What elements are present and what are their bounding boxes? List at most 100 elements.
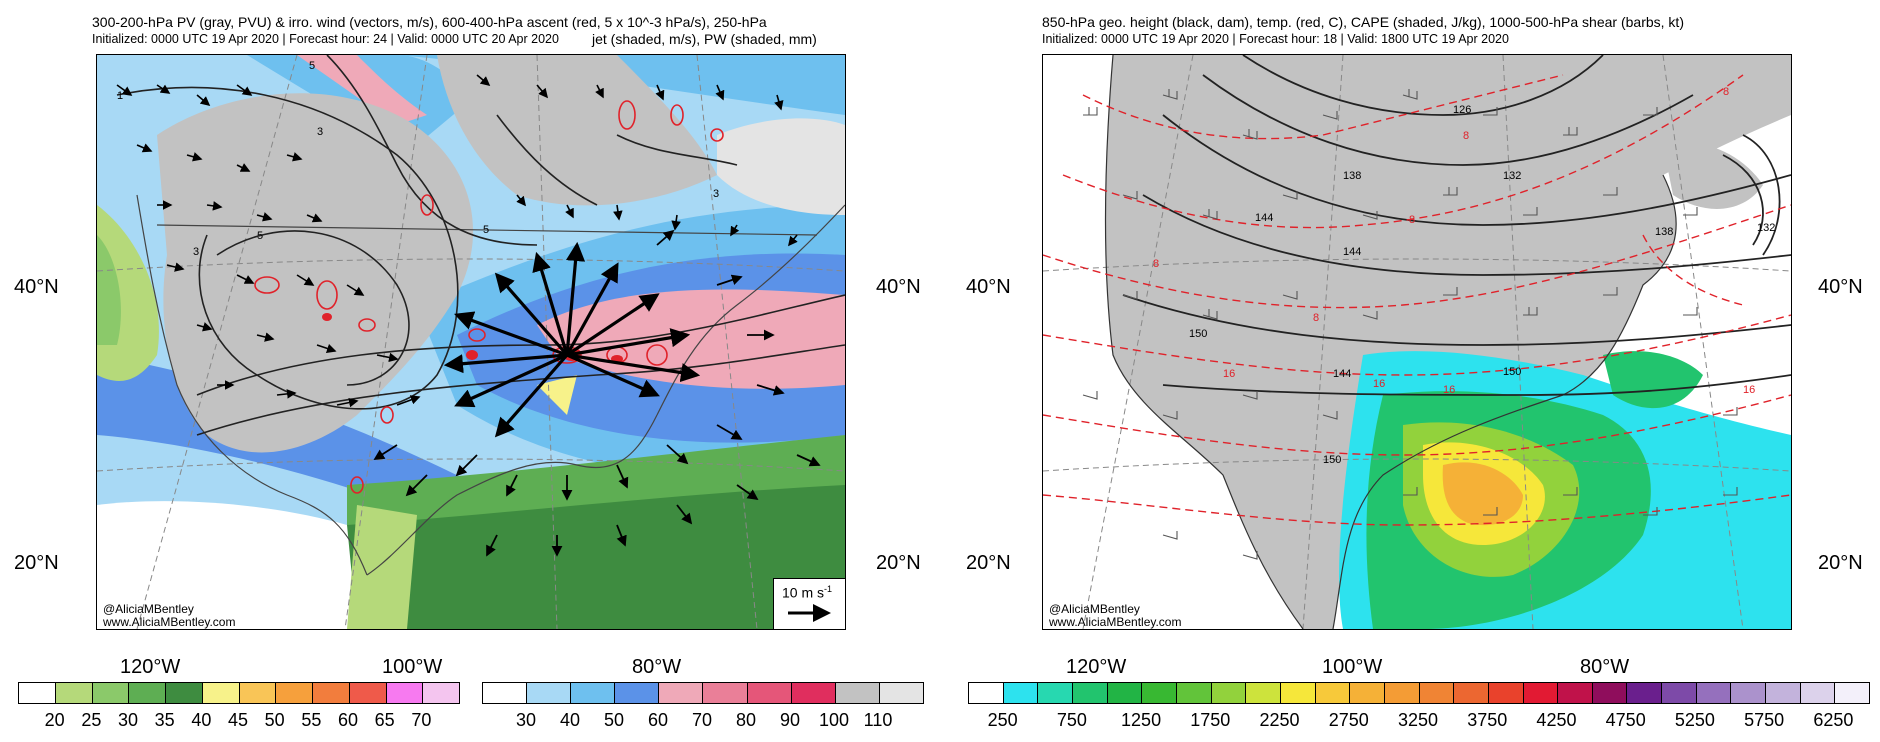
- outer-divergent-vectors: [373, 229, 821, 557]
- shear-wind-barbs: [1082, 89, 1738, 560]
- cape-colorbar-swatch: [1766, 683, 1801, 703]
- jet-colorbar-swatch: [747, 683, 792, 703]
- cape-colorbar-swatch: [1072, 683, 1108, 703]
- pv-contour-labels: 1 3 5 5 5 3 3: [117, 60, 719, 258]
- pw-colorbar: [18, 682, 460, 704]
- pw-colorbar-tick-label: 30: [117, 710, 139, 730]
- cape-colorbar-tick-label: 3250: [1397, 710, 1439, 730]
- height-label: 150: [1189, 328, 1207, 340]
- jet-70-north: [297, 55, 427, 125]
- height-label: 144: [1255, 212, 1273, 224]
- cape-colorbar-swatch: [1038, 683, 1073, 703]
- jet-colorbar-tick-label: 60: [647, 710, 669, 730]
- jet-colorbar-swatch: [879, 683, 923, 703]
- jet-colorbar-swatch: [615, 683, 660, 703]
- height-label: 150: [1323, 454, 1341, 466]
- pw-colorbar-tick-label: 20: [44, 710, 65, 730]
- jet-70-band: [537, 289, 845, 389]
- right-credit-url: www.AliciaMBentley.com: [1049, 615, 1182, 629]
- cape-colorbar-tick-label: 750: [1056, 710, 1087, 730]
- jet-50-shading: [97, 55, 845, 115]
- temperature-label: 16: [1443, 384, 1455, 396]
- jet-colorbar-tick-label: 80: [735, 710, 757, 730]
- cape-colorbar-swatch: [1246, 683, 1281, 703]
- cape-colorbar-swatch: [1558, 683, 1593, 703]
- right-lon-label-80w: 80°W: [1580, 656, 1630, 678]
- left-coastlines: [136, 194, 845, 576]
- temperature-label: 16: [1373, 378, 1385, 390]
- cape-colorbar-tick-label: 4750: [1605, 710, 1646, 730]
- height-label: 138: [1343, 170, 1361, 182]
- temperature-label: 8: [1313, 312, 1319, 324]
- pw-colorbar-swatch: [19, 683, 56, 703]
- cape-colorbar-tick-label: 1250: [1121, 710, 1162, 730]
- left-lon-label-100w: 100°W: [382, 656, 443, 678]
- pv-light-northeast: [717, 118, 845, 215]
- cape-colorbar-swatch: [1003, 683, 1039, 703]
- jet-colorbar: [482, 682, 924, 704]
- pw-colorbar-tick-label: 45: [227, 710, 249, 730]
- left-credit: @AliciaMBentley www.AliciaMBentley.com: [103, 603, 235, 629]
- left-lat-label-20n-west: 20°N: [14, 552, 59, 574]
- cape-colorbar-swatch: [1315, 683, 1351, 703]
- cape-colorbar-swatch: [1176, 683, 1212, 703]
- pw-colorbar-swatch: [55, 683, 93, 703]
- cape-east-patch: [1603, 351, 1703, 409]
- pw-colorbar-swatch: [92, 683, 130, 703]
- right-lat-label-20n-east: 20°N: [1818, 552, 1863, 574]
- land-mask-maritimes: [1663, 142, 1763, 209]
- pw-colorbar-tick-label: 35: [154, 710, 175, 730]
- irrotational-wind-vectors: [116, 74, 798, 408]
- cape-colorbar-swatch: [1419, 683, 1455, 703]
- height-label: 132: [1757, 222, 1775, 234]
- cape-colorbar-tick-label: 250: [987, 710, 1018, 730]
- right-lon-label-100w: 100°W: [1322, 656, 1383, 678]
- jet-colorbar-swatch: [659, 683, 704, 703]
- pw-mexico: [347, 505, 417, 629]
- pw-colorbar-swatch: [129, 683, 166, 703]
- jet-colorbar-swatch: [483, 683, 528, 703]
- height-label: 144: [1343, 246, 1361, 258]
- pv-label: 5: [257, 230, 263, 242]
- jet-colorbar-tick-label: 110: [863, 710, 893, 730]
- pv-label: 3: [193, 246, 199, 258]
- cape-colorbar-tick-label: 2250: [1259, 710, 1300, 730]
- cape-colorbar-swatch: [1454, 683, 1489, 703]
- cape-colorbar-swatch: [1835, 683, 1870, 703]
- pw-45-patch: [537, 375, 577, 415]
- cape-colorbar-swatch: [1523, 683, 1559, 703]
- pw-colorbar-swatch: [423, 683, 459, 703]
- temperature-label: 8: [1723, 86, 1729, 98]
- cape-colorbar-swatch: [1592, 683, 1628, 703]
- right-panel-subtitle: Initialized: 0000 UTC 19 Apr 2020 | Fore…: [1042, 32, 1509, 46]
- jet-colorbar-tick-label: 100: [818, 710, 850, 730]
- left-lat-label-40n-west: 40°N: [14, 276, 59, 298]
- reference-vector-box: 10 m s-1: [773, 578, 845, 629]
- left-lat-label-20n-east: 20°N: [876, 552, 921, 574]
- pw-colorbar-tick-label: 65: [374, 710, 395, 730]
- height-contour-labels: 126 138 132 144 144 138 132 150 144 150 …: [1189, 104, 1775, 466]
- jet-colorbar-tick-label: 30: [515, 710, 537, 730]
- pw-colorbar-swatch: [386, 683, 424, 703]
- pw-colorbar-tick-label: 55: [301, 710, 322, 730]
- pw-colorbar-tick-label: 50: [264, 710, 285, 730]
- cape-colorbar-swatch: [1662, 683, 1697, 703]
- pv-label: 5: [309, 60, 315, 72]
- cape-colorbar-swatch: [1696, 683, 1732, 703]
- jet-colorbar-swatch: [571, 683, 616, 703]
- left-map-field: 1 3 5 5 5 3 3: [97, 55, 845, 629]
- pw-west-coast-30: [97, 235, 121, 345]
- jet-colorbar-swatch: [835, 683, 880, 703]
- right-map: 126 138 132 144 144 138 132 150 144 150 …: [1042, 54, 1792, 630]
- cape-colorbar-tick-label: 4250: [1536, 710, 1577, 730]
- pw-colorbar-tick-label: 60: [337, 710, 359, 730]
- pv-label: 1: [117, 90, 123, 102]
- left-panel-subtitle: Initialized: 0000 UTC 19 Apr 2020 | Fore…: [92, 32, 559, 46]
- reference-vector-label: 10 m s-1: [782, 584, 833, 601]
- cape-colorbar-tick-label: 5250: [1674, 710, 1715, 730]
- pv-label: 3: [713, 188, 719, 200]
- temperature-label: 8: [1153, 258, 1159, 270]
- pv-gray-north: [437, 55, 717, 206]
- right-lat-label-20n-west: 20°N: [966, 552, 1011, 574]
- cape-colorbar-swatch: [1384, 683, 1420, 703]
